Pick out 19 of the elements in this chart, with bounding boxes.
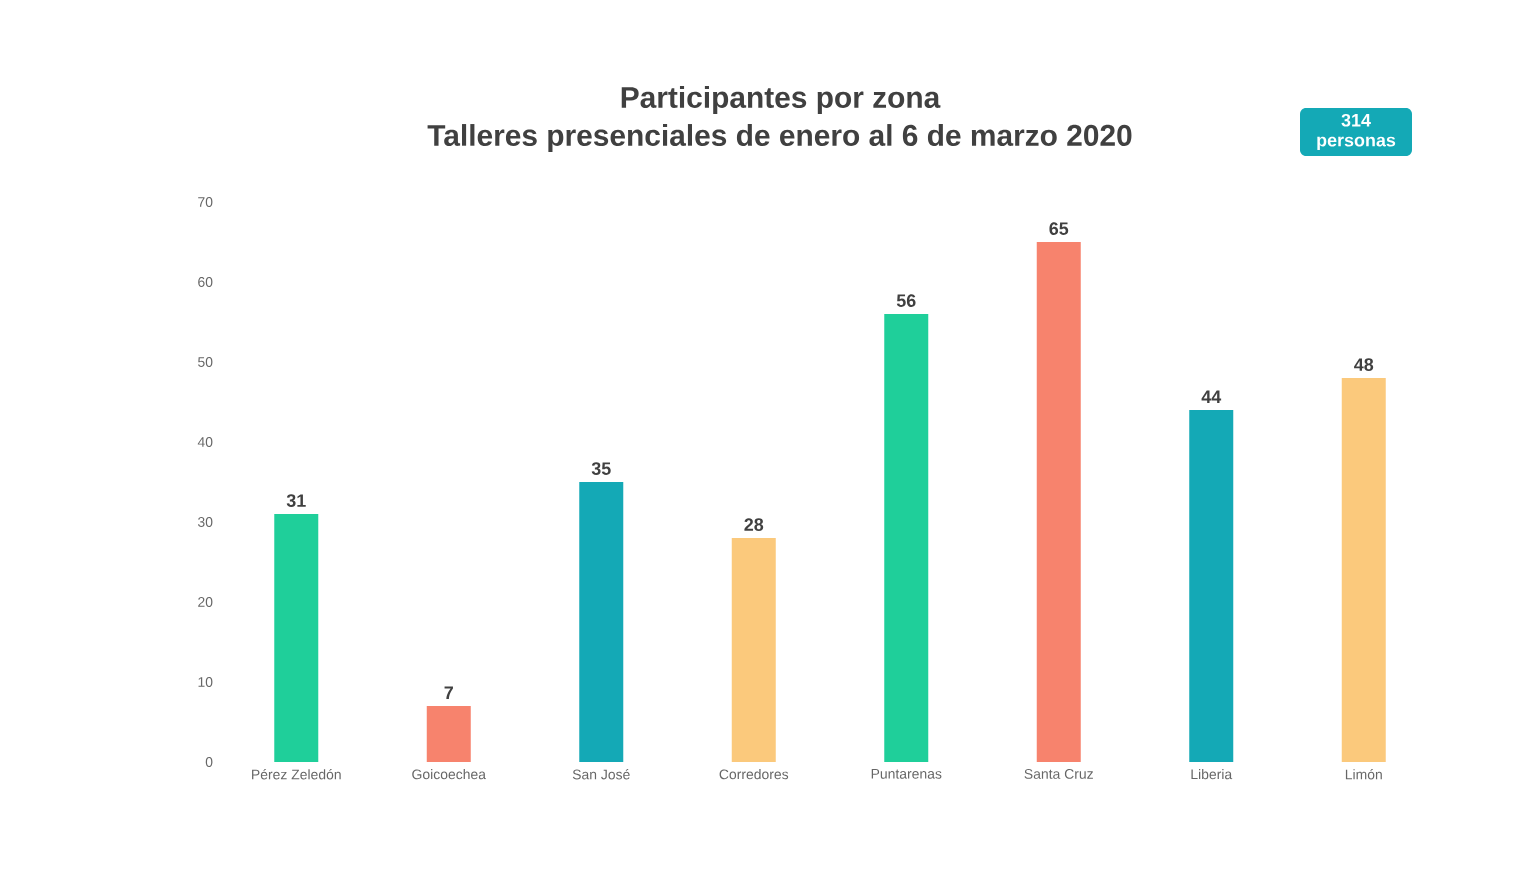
data-label: 65 [1049, 222, 1069, 235]
bar [1189, 409, 1234, 762]
bar [1036, 241, 1081, 762]
data-label: 28 [744, 518, 764, 531]
text: 314 personas [1317, 113, 1396, 151]
bar [731, 537, 776, 762]
data-label: 48 [1354, 358, 1374, 371]
bar [274, 513, 319, 762]
bar [579, 481, 624, 762]
bar [426, 705, 471, 762]
data-label: 7 [444, 686, 453, 699]
data-label: 44 [1201, 390, 1222, 403]
bar [884, 313, 929, 762]
data-label: 56 [896, 294, 916, 307]
chart-title: Participantes por zona [621, 86, 941, 114]
data-label: 35 [591, 462, 611, 475]
data-label: 31 [286, 494, 306, 507]
bar [1341, 377, 1386, 762]
chart-subtitle: Talleres presenciales de enero al 6 de marzo 2020 [427, 124, 1132, 152]
